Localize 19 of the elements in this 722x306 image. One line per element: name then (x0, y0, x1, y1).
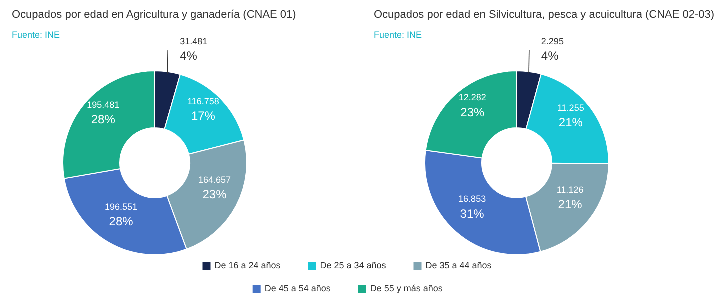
data-label: 11.126 21% (556, 184, 584, 212)
data-label: 196.551 28% (104, 202, 138, 229)
data-label: 16.853 31% (458, 194, 486, 221)
legend-label: De 35 a 44 años (426, 260, 492, 270)
data-label: 116.758 17% (188, 96, 220, 124)
data-label: 2.295 4% (541, 36, 564, 64)
data-label: 195.481 28% (87, 100, 120, 127)
chart-title: Ocupados por edad en Agricultura y ganadería (CNAE 01) (12, 9, 296, 21)
data-label: 12.282 23% (458, 92, 486, 120)
data-label: 11.255 21% (557, 102, 584, 130)
legend-label: De 55 y más años (370, 283, 444, 294)
data-label: 31.481 4% (180, 36, 208, 64)
legend-label: De 25 a 34 años (320, 260, 387, 270)
legend-label: De 16 a 24 años (214, 260, 282, 270)
source-note: Fuente: INE (12, 30, 60, 40)
data-label: 164.657 23% (198, 174, 232, 202)
chart-title: Ocupados por edad en Silvicultura, pesca y acuicultura (CNAE 02-03) (374, 9, 715, 21)
legend-label: De 45 a 54 años (264, 283, 332, 294)
source-note: Fuente: INE (374, 30, 422, 40)
